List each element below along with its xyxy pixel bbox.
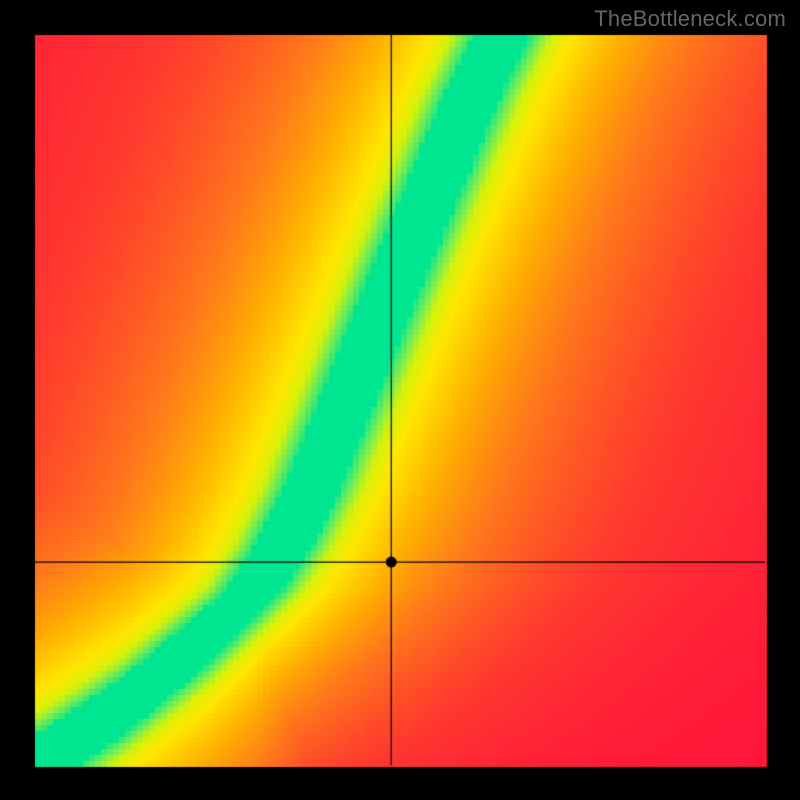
watermark-label: TheBottleneck.com <box>594 6 786 32</box>
chart-container: TheBottleneck.com <box>0 0 800 800</box>
bottleneck-heatmap-canvas <box>0 0 800 800</box>
